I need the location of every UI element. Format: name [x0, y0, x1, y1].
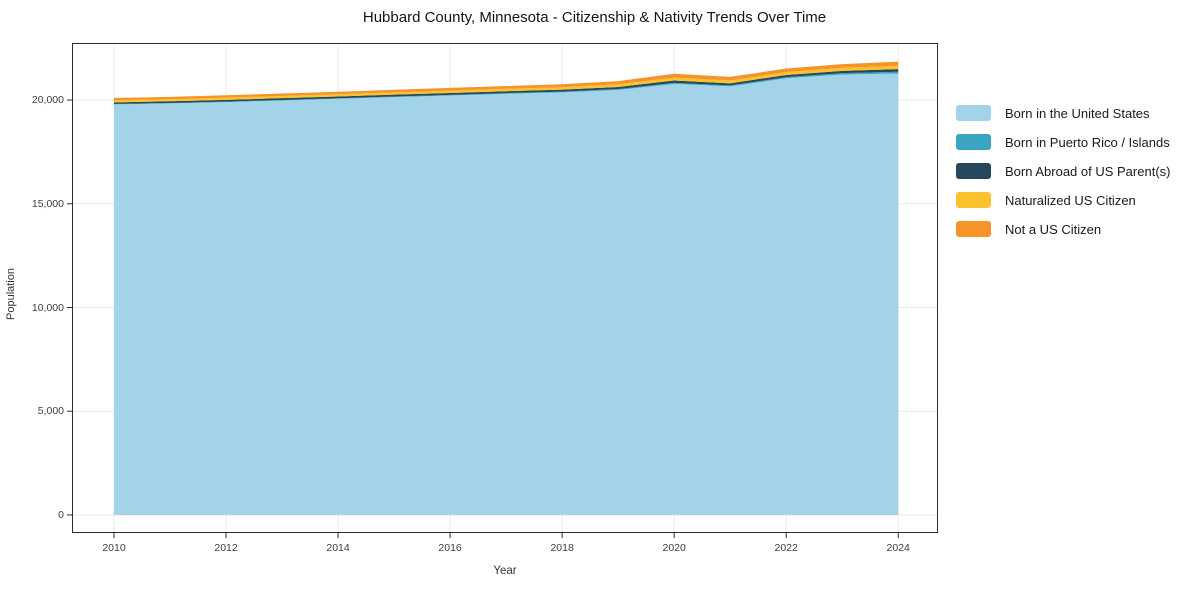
area-layer — [114, 69, 899, 104]
legend-item: Born in the United States — [956, 105, 1170, 121]
x-tick-label: 2024 — [886, 542, 910, 554]
legend-swatch — [956, 163, 991, 179]
legend-item-label: Born in Puerto Rico / Islands — [1005, 134, 1170, 150]
x-tick-label: 2014 — [326, 542, 350, 554]
legend-item: Born Abroad of US Parent(s) — [956, 163, 1170, 179]
stacked-area-canvas — [67, 43, 938, 538]
y-tick-label: 10,000 — [31, 301, 64, 314]
legend-swatch — [956, 134, 991, 150]
y-tick-label: 20,000 — [31, 94, 64, 107]
x-tick-label: 2016 — [438, 542, 462, 554]
x-tick-label: 2018 — [550, 542, 574, 554]
legend: Born in the United States Born in Puerto … — [956, 105, 1170, 250]
area-layer — [114, 73, 899, 515]
legend-swatch — [956, 221, 991, 237]
legend-item: Naturalized US Citizen — [956, 192, 1170, 208]
legend-item-label: Born Abroad of US Parent(s) — [1005, 163, 1171, 179]
x-tick-label: 2020 — [662, 542, 686, 554]
legend-item-label: Born in the United States — [1005, 105, 1150, 121]
x-axis-label: Year — [493, 565, 517, 577]
x-tick-label: 2010 — [102, 542, 126, 554]
plot-area — [67, 43, 938, 538]
plot-border — [72, 43, 938, 533]
area-layer — [114, 65, 899, 103]
legend-item: Not a US Citizen — [956, 221, 1170, 237]
legend-item-label: Not a US Citizen — [1005, 221, 1102, 237]
legend-item: Born in Puerto Rico / Islands — [956, 134, 1170, 150]
y-axis-label: Population — [5, 268, 17, 320]
y-tick-label: 0 — [58, 508, 64, 521]
legend-item-label: Naturalized US Citizen — [1005, 192, 1136, 208]
x-tick-label: 2022 — [774, 542, 798, 554]
y-tick-label: 15,000 — [31, 197, 64, 210]
chart-title: Hubbard County, Minnesota - Citizenship … — [362, 9, 827, 26]
area-layer — [114, 71, 899, 105]
legend-swatch — [956, 192, 991, 208]
legend-swatch — [956, 105, 991, 121]
area-layer — [114, 61, 899, 101]
y-tick-label: 5,000 — [37, 405, 64, 418]
x-tick-label: 2012 — [214, 542, 238, 554]
